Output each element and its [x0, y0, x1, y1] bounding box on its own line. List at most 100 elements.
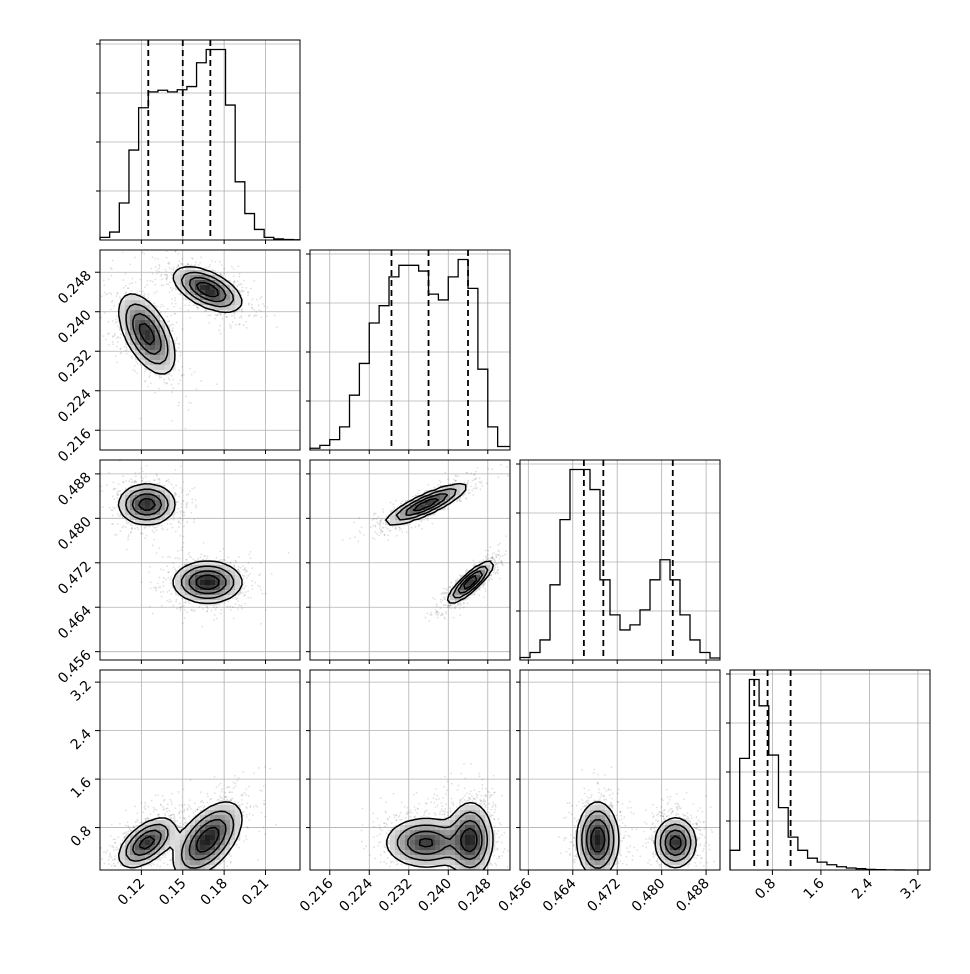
sample-point — [169, 291, 171, 293]
sample-point — [438, 612, 440, 614]
sample-point — [116, 321, 118, 323]
sample-point — [257, 585, 259, 587]
sample-point — [395, 500, 397, 502]
sample-point — [122, 840, 124, 842]
sample-point — [418, 490, 420, 492]
sample-point — [177, 550, 179, 552]
sample-point — [114, 488, 116, 490]
sample-point — [191, 498, 193, 500]
sample-point — [169, 267, 171, 269]
sample-point — [243, 578, 245, 580]
sample-point — [173, 566, 175, 568]
sample-point — [189, 368, 191, 370]
sample-point — [178, 520, 180, 522]
sample-point — [424, 617, 426, 619]
sample-point — [251, 585, 253, 587]
sample-point — [236, 286, 238, 288]
sample-point — [248, 562, 250, 564]
sample-point — [240, 315, 242, 317]
density-cell — [140, 325, 145, 330]
sample-point — [112, 859, 114, 861]
sample-point — [184, 609, 186, 611]
sample-point — [431, 614, 433, 616]
sample-point — [381, 518, 383, 520]
sample-point — [180, 465, 182, 467]
sample-point — [179, 511, 181, 513]
sample-point — [238, 566, 240, 568]
sample-point — [463, 607, 465, 609]
sample-point — [372, 537, 374, 539]
sample-point — [179, 535, 181, 537]
sample-point — [467, 603, 469, 605]
sample-point — [245, 585, 247, 587]
sample-point — [374, 531, 376, 533]
sample-point — [497, 550, 499, 552]
sample-point — [93, 848, 95, 850]
sample-point — [206, 267, 208, 269]
sample-point — [188, 304, 190, 306]
sample-point — [179, 522, 181, 524]
sample-point — [145, 535, 147, 537]
sample-point — [181, 549, 183, 551]
sample-point — [123, 346, 125, 348]
sample-point — [183, 374, 185, 376]
sample-point — [194, 487, 196, 489]
sample-point — [153, 531, 155, 533]
sample-point — [398, 527, 400, 529]
sample-point — [342, 539, 344, 541]
sample-point — [113, 498, 115, 500]
sample-point — [156, 306, 158, 308]
sample-point — [376, 522, 378, 524]
sample-point — [235, 596, 237, 598]
sample-point — [188, 494, 190, 496]
sample-point — [134, 257, 136, 259]
sample-point — [457, 578, 459, 580]
sample-point — [170, 273, 172, 275]
sample-point — [123, 279, 125, 281]
sample-point — [486, 483, 488, 485]
sample-point — [158, 271, 160, 273]
sample-point — [479, 481, 481, 483]
sample-point — [487, 550, 489, 552]
sample-point — [455, 480, 457, 482]
density-cell — [235, 300, 240, 305]
sample-point — [361, 526, 363, 528]
sample-point — [449, 483, 451, 485]
sample-point — [223, 268, 225, 270]
sample-point — [357, 540, 359, 542]
sample-point — [161, 304, 163, 306]
sample-point — [149, 372, 151, 374]
sample-point — [168, 479, 170, 481]
sample-point — [250, 288, 252, 290]
sample-point — [223, 273, 225, 275]
sample-point — [114, 334, 116, 336]
sample-point — [180, 506, 182, 508]
sample-point — [435, 612, 437, 614]
sample-point — [471, 489, 473, 491]
sample-point — [171, 289, 173, 291]
sample-point — [436, 603, 438, 605]
sample-point — [137, 527, 139, 529]
sample-point — [446, 592, 448, 594]
sample-point — [380, 530, 382, 532]
sample-point — [502, 555, 504, 557]
sample-point — [112, 343, 114, 345]
sample-point — [446, 589, 448, 591]
sample-point — [168, 481, 170, 483]
sample-point — [150, 581, 152, 583]
sample-point — [235, 786, 237, 788]
sample-point — [254, 314, 256, 316]
sample-point — [195, 499, 197, 501]
sample-point — [182, 536, 184, 538]
sample-point — [230, 325, 232, 327]
sample-point — [161, 605, 163, 607]
sample-point — [160, 568, 162, 570]
sample-point — [206, 605, 208, 607]
sample-point — [177, 253, 179, 255]
sample-point — [142, 478, 144, 480]
density-cell — [215, 580, 220, 585]
sample-point — [499, 558, 501, 560]
sample-point — [209, 264, 211, 266]
sample-point — [131, 282, 133, 284]
sample-point — [166, 316, 168, 318]
